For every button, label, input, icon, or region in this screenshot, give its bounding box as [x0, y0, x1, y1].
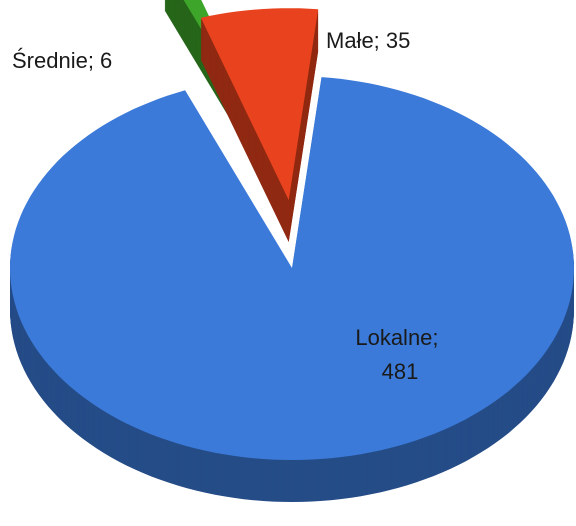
data-label: Średnie; 6 [12, 48, 112, 73]
data-label: Lokalne; 481 [355, 325, 444, 384]
slice [200, 8, 319, 201]
data-label-line: Lokalne; [355, 325, 444, 350]
slice-group [200, 8, 319, 243]
data-label: Małe; 35 [326, 28, 410, 53]
data-label-line: 481 [382, 359, 419, 384]
slice-group [10, 77, 574, 502]
slice [10, 77, 574, 460]
